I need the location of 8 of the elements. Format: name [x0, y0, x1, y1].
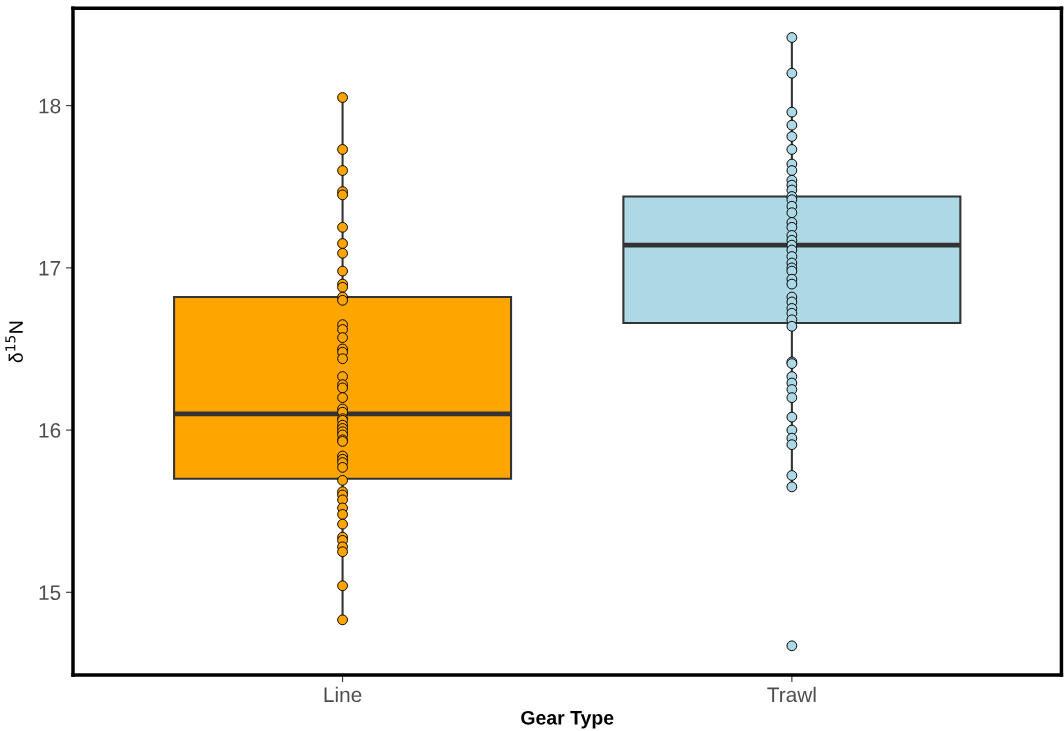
x-tick-label: Trawl [767, 686, 816, 703]
x-tick-label: Line [324, 686, 362, 703]
y-tick-label: 15 [39, 585, 61, 601]
y-tick-label: 18 [39, 98, 61, 114]
y-axis-title: δ$^{15}$N [5, 321, 23, 363]
y-tick-label: 17 [39, 261, 61, 276]
y-tick-label: 16 [39, 423, 61, 438]
x-axis-title: Gear Type [521, 710, 614, 729]
